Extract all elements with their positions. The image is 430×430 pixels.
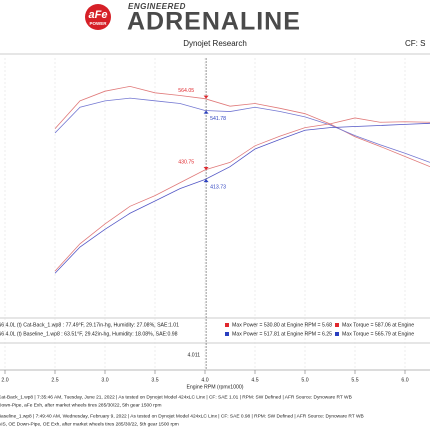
x-tick-label: 5.0 <box>301 377 308 383</box>
annotation-label: 564.05 <box>178 88 194 94</box>
x-tick-label: 6.0 <box>401 377 408 383</box>
note: AIS, OE Down-Pipe, OE Exh, after market … <box>0 421 179 427</box>
logo: aFe <box>89 9 108 21</box>
x-tick-label: 2.0 <box>1 377 8 383</box>
annotation-marker <box>203 167 209 171</box>
x-tick-label: 2.5 <box>51 377 58 383</box>
annotation-label: 541.78 <box>210 116 226 122</box>
series-line <box>54 97 430 163</box>
x-tick-label: 5.5 <box>351 377 358 383</box>
x-tick-label: 3.5 <box>151 377 158 383</box>
subtitle: Dynojet Research <box>183 39 247 48</box>
annotation-label: 413.73 <box>210 185 226 191</box>
x-tick-label: 4.5 <box>251 377 258 383</box>
kicker: ENGINEERED <box>128 2 186 11</box>
legend-swatch <box>225 323 229 327</box>
note: (t) Baseline_1.wp8 | 7:49:40 AM, Wednesd… <box>0 413 364 419</box>
x-tick-label: 3.0 <box>101 377 108 383</box>
legend-run: RS6 4.0L (t) Cat-Back_1.wp8 : 77.49°F, 2… <box>0 322 179 328</box>
x-axis-label: Engine RPM (rpmx1000) <box>186 384 243 390</box>
title: ADRENALINE <box>127 8 301 36</box>
series-line <box>54 122 430 274</box>
annotation-marker <box>203 110 209 114</box>
legend-swatch <box>335 323 339 327</box>
annotation-label: 430.75 <box>178 159 194 165</box>
annotation-marker <box>203 95 209 99</box>
legend-item: Max Power = 530.80 at Engine RPM = 5.68 <box>232 322 332 328</box>
annotation-marker <box>203 179 209 183</box>
x-tick-label: 4.0 <box>201 377 208 383</box>
note: (t) Cat-Back_1.wp8 | 7:35:46 AM, Tuesday… <box>0 394 352 400</box>
cursor-label: 4.011 <box>187 352 200 358</box>
legend-item: Max Torque = 565.79 at Engine <box>342 331 414 337</box>
series-line <box>54 117 430 272</box>
note: Down-Pipe, aFe Exh, after market wheels … <box>0 402 161 408</box>
legend-run: RS6 4.0L (t) Baseline_1.wp8 : 63.51°F, 2… <box>0 331 178 337</box>
legend-swatch <box>335 332 339 336</box>
series-line <box>54 85 430 168</box>
legend-item: Max Torque = 587.06 at Engine <box>342 322 414 328</box>
logo-badge <box>85 4 111 30</box>
cf: CF: S <box>405 39 425 48</box>
legend-swatch <box>225 332 229 336</box>
legend-item: Max Power = 517.81 at Engine RPM = 6.25 <box>232 331 332 337</box>
logo-sub: POWER <box>89 21 107 26</box>
